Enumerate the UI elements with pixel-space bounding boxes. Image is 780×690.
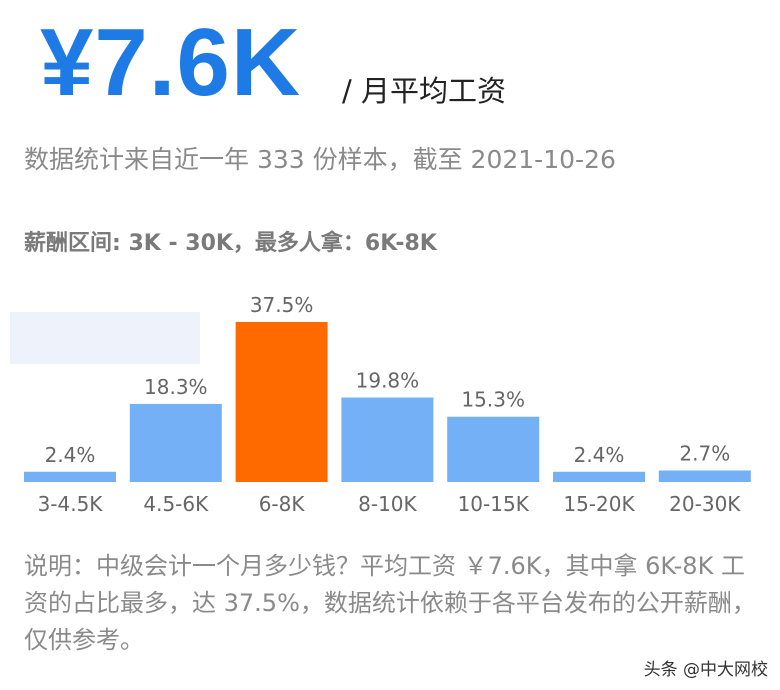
salary-distribution-chart: 2.4% 3-4.5K 18.3% 4.5-6K 37.5% 6-8K 19.8% 8-10K… bbox=[24, 293, 751, 516]
category-label: 4.5-6K bbox=[143, 492, 209, 516]
bar-6-8K bbox=[235, 322, 328, 482]
value-label: 19.8% bbox=[356, 369, 420, 393]
salary-unit-label: / 月平均工资 bbox=[342, 74, 506, 108]
bar-3-4.5K bbox=[24, 471, 116, 482]
explanation-text: 说明：中级会计一个月多少钱？平均工资 ￥7.6K，其中拿 6K-8K 工资的占比… bbox=[24, 552, 756, 654]
salary-range-line: 薪酬区间: 3K - 30K，最多人拿：6K-8K bbox=[24, 231, 437, 256]
category-label: 6-8K bbox=[259, 492, 306, 516]
category-label: 3-4.5K bbox=[38, 492, 104, 516]
category-label: 10-15K bbox=[458, 492, 530, 516]
value-label: 2.4% bbox=[574, 443, 625, 467]
value-label: 18.3% bbox=[144, 375, 208, 399]
value-label: 2.7% bbox=[679, 441, 730, 465]
bar-10-15K bbox=[447, 416, 540, 482]
bar-4.5-6K bbox=[129, 403, 222, 482]
bar-8-10K bbox=[341, 397, 434, 482]
value-label: 15.3% bbox=[461, 388, 525, 412]
watermark: 头条 @中大网校 bbox=[643, 660, 768, 680]
category-label: 15-20K bbox=[563, 492, 635, 516]
value-label: 37.5% bbox=[250, 293, 314, 317]
category-label: 20-30K bbox=[669, 492, 741, 516]
bar-15-20K bbox=[553, 471, 645, 482]
sample-note: 数据统计来自近一年 333 份样本，截至 2021-10-26 bbox=[24, 145, 616, 174]
bar-20-30K bbox=[658, 470, 751, 482]
value-label: 2.4% bbox=[45, 443, 96, 467]
category-label: 8-10K bbox=[358, 492, 417, 516]
background-block bbox=[10, 312, 200, 364]
average-salary-value: ¥7.6K bbox=[40, 9, 302, 116]
